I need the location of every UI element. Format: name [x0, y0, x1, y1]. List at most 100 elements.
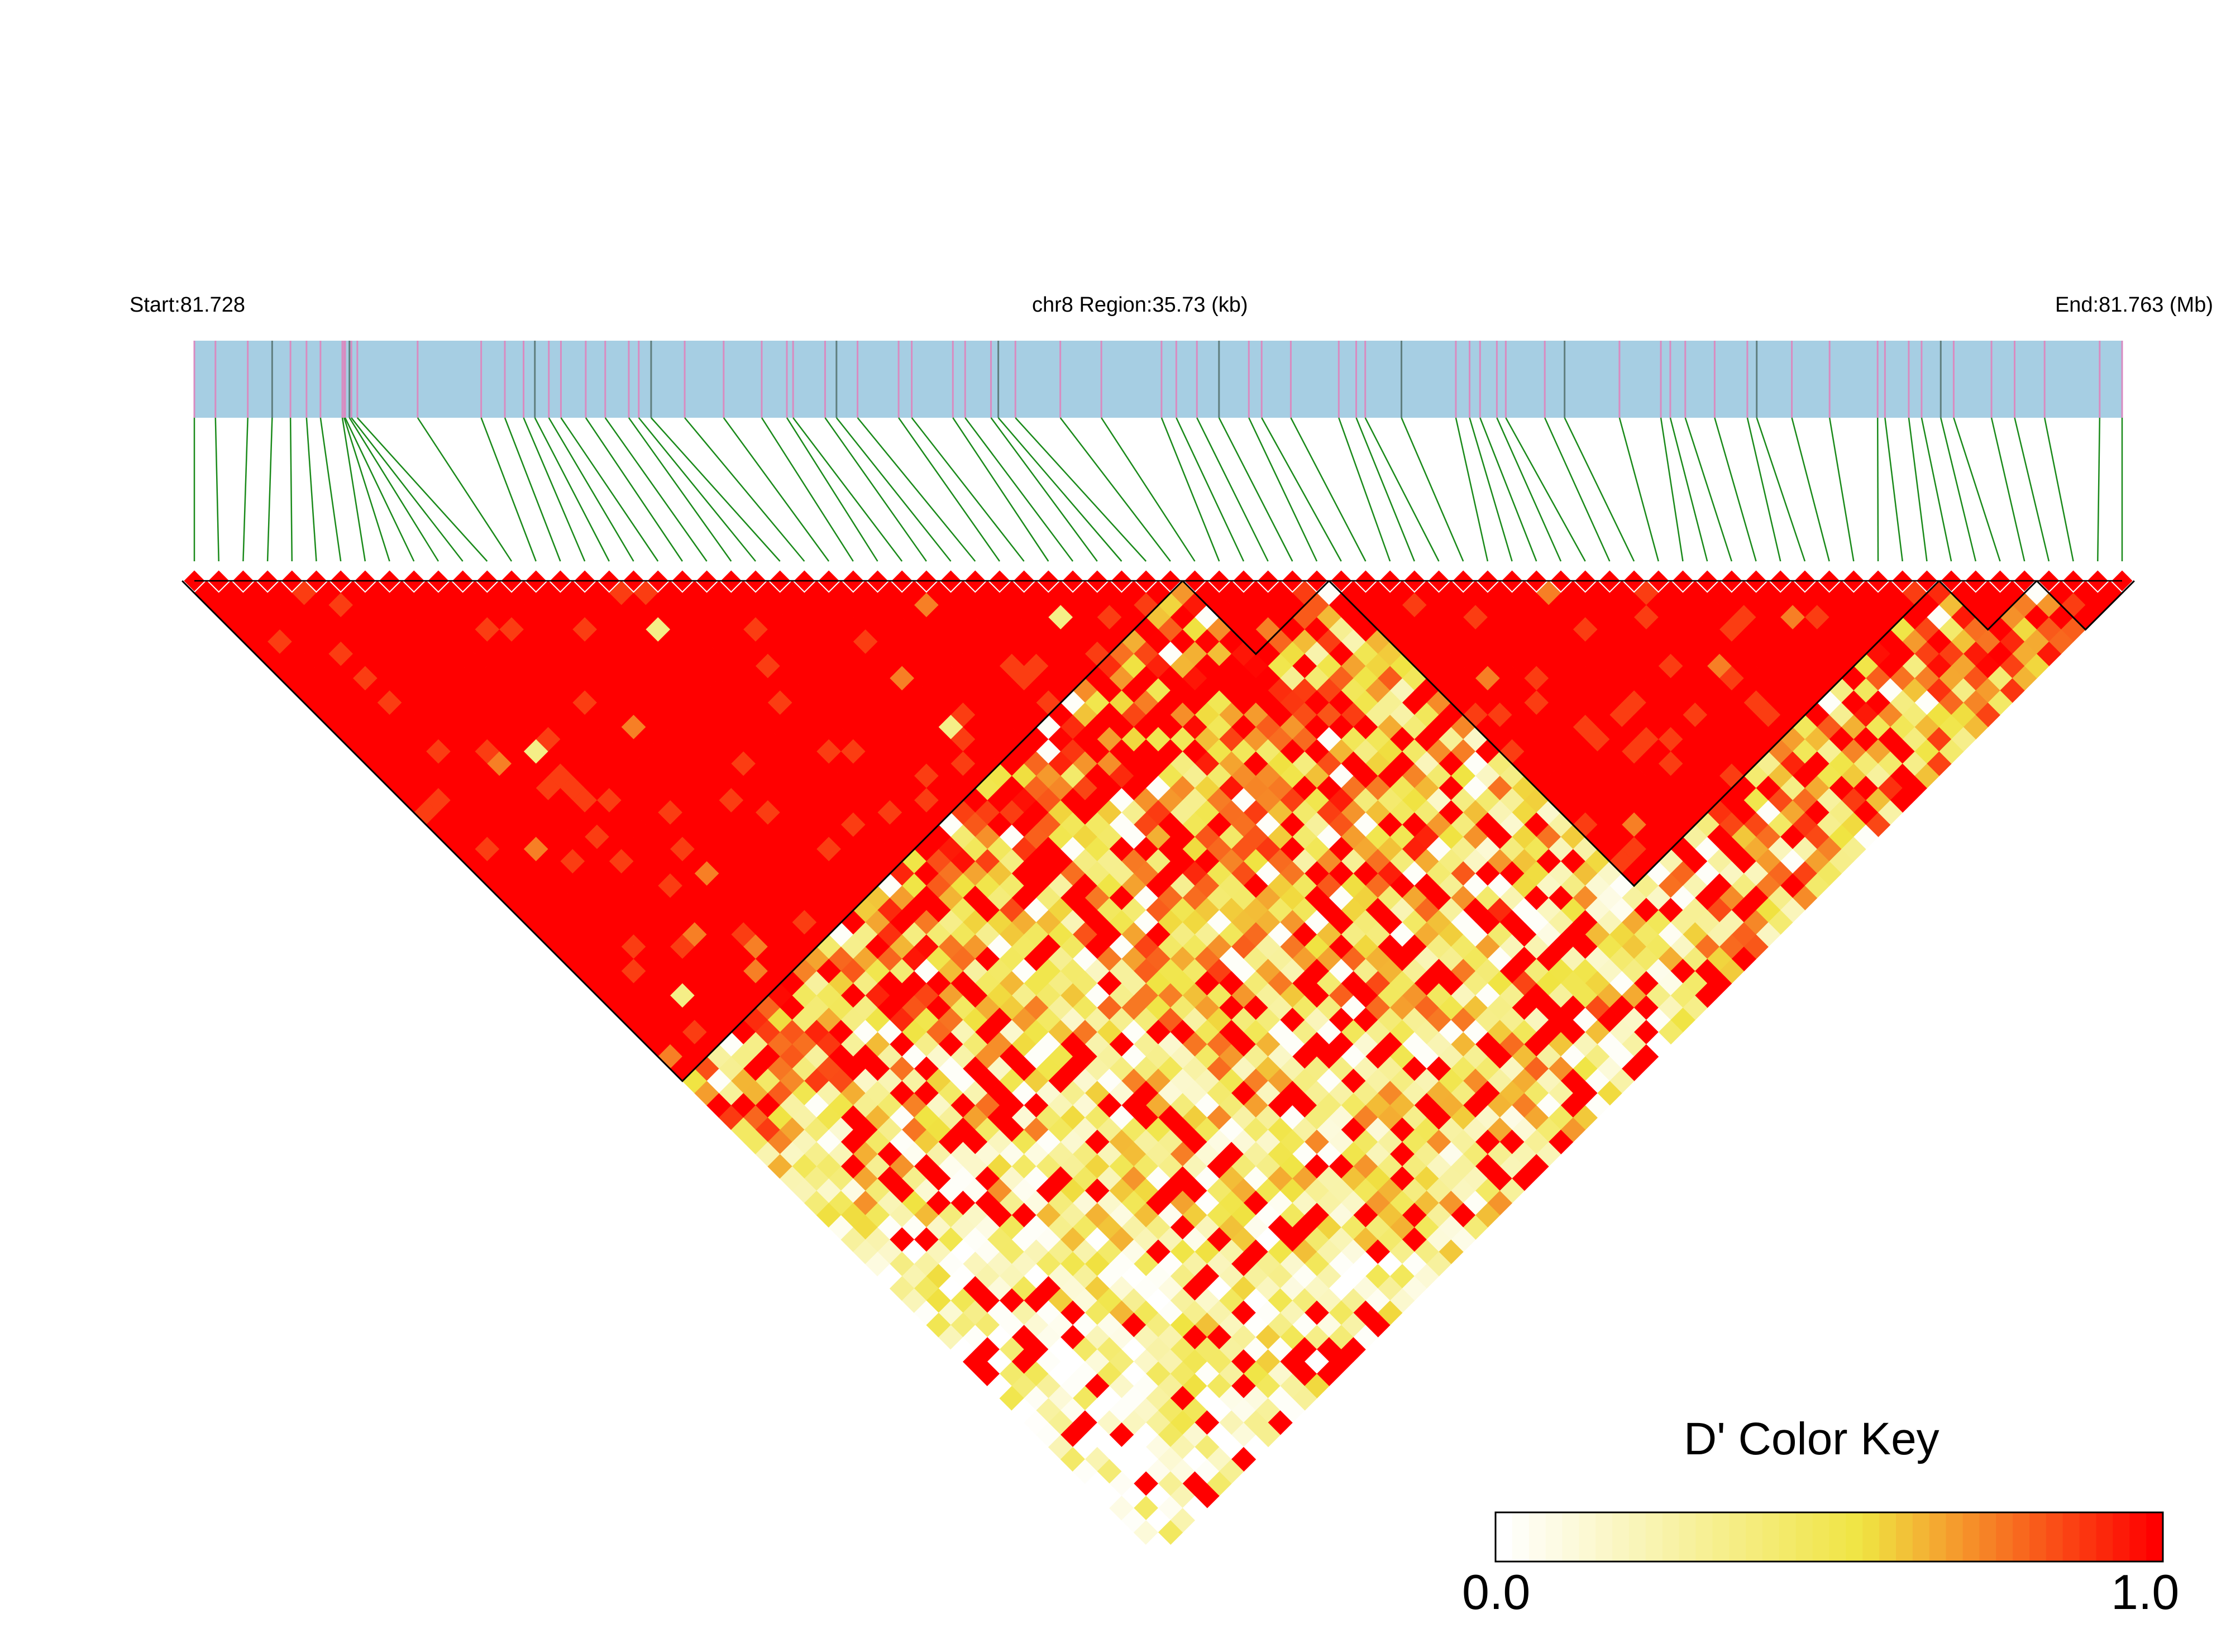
color-key-segment	[1912, 1512, 1930, 1562]
snp-connector-line	[1714, 417, 1757, 562]
snp-connector-line	[1364, 417, 1440, 562]
snp-connector-line	[1921, 417, 1952, 562]
snp-connector-line	[824, 417, 927, 562]
snp-connector-line	[997, 417, 1122, 562]
color-key-segment	[2129, 1512, 2147, 1562]
color-key-max-label: 1.0	[2111, 1564, 2180, 1620]
snp-connector-line	[1455, 417, 1489, 562]
snp-connector-line	[1746, 417, 1781, 562]
color-key-segment	[1962, 1512, 1980, 1562]
snp-connector-line	[2014, 417, 2050, 562]
color-key-segment	[1512, 1512, 1530, 1562]
color-key-segment	[1629, 1512, 1646, 1562]
snp-connector-line	[723, 417, 830, 562]
ld-block-outline	[1328, 580, 1940, 887]
color-key-segment	[1662, 1512, 1680, 1562]
region-start-label: Start:81.728	[130, 293, 246, 317]
color-key-segment	[1896, 1512, 1913, 1562]
snp-connector-line	[1290, 417, 1367, 562]
snp-connector-line	[684, 417, 805, 562]
snp-connector-line	[417, 417, 513, 562]
snp-connector-line	[1756, 417, 1806, 562]
color-key-border	[1494, 1511, 2164, 1563]
snp-connector-line	[348, 417, 439, 562]
color-key-segment	[1812, 1512, 1830, 1562]
snp-connector-line	[1884, 417, 1903, 562]
ld-cell	[1145, 1532, 1171, 1558]
snp-connector-line	[964, 417, 1074, 562]
color-key-segment	[2113, 1512, 2130, 1562]
snp-connector-line	[792, 417, 903, 562]
color-key-segment	[1579, 1512, 1597, 1562]
snp-connector-line	[1828, 417, 1855, 562]
color-key-segment	[1779, 1512, 1797, 1562]
color-key-segment	[1695, 1512, 1713, 1562]
snp-connector-line	[761, 417, 854, 562]
snp-connector-line	[1496, 417, 1562, 562]
color-key-segment	[1496, 1512, 1513, 1562]
color-key-title: D' Color Key	[1684, 1414, 1939, 1464]
color-key-segment	[1979, 1512, 1997, 1562]
color-key-segment	[1795, 1512, 1813, 1562]
snp-connector-line	[351, 417, 464, 562]
snp-connector-line	[2097, 417, 2101, 562]
color-key-segment	[2096, 1512, 2114, 1562]
snp-connector-line	[289, 417, 293, 562]
color-key-segment	[1528, 1512, 1546, 1562]
snp-connector-line	[341, 417, 366, 562]
color-key-segment	[2062, 1512, 2080, 1562]
ld-block-outline	[1938, 580, 2038, 631]
color-key-segment	[1729, 1512, 1747, 1562]
snp-connector-line	[1355, 417, 1415, 562]
snp-connector-line	[548, 417, 634, 562]
snp-connector-line	[266, 417, 273, 562]
snp-connector-line	[319, 417, 342, 562]
snp-connector-line	[534, 417, 610, 562]
snp-connector-line	[214, 417, 219, 562]
region-size-label: chr8 Region:35.73 (kb)	[1032, 293, 1248, 317]
color-key-segment	[1746, 1512, 1763, 1562]
color-key-segment	[1762, 1512, 1780, 1562]
snp-connector-line	[1338, 417, 1391, 562]
color-key-segment	[1562, 1512, 1580, 1562]
snp-connector-line	[1261, 417, 1342, 562]
color-key-segment	[1595, 1512, 1613, 1562]
snp-connector-line	[356, 417, 488, 562]
snp-connector-line	[1908, 417, 1928, 562]
color-key-min-label: 0.0	[1462, 1564, 1531, 1620]
snp-connector-line	[242, 417, 249, 562]
snp-connector-line	[1505, 417, 1586, 562]
color-key-segment	[1829, 1512, 1847, 1562]
snp-connector-line	[1248, 417, 1318, 562]
color-key-segment	[1996, 1512, 2014, 1562]
color-key-segment	[1946, 1512, 1964, 1562]
snp-connector-line	[786, 417, 878, 562]
color-key-segment	[2146, 1512, 2163, 1562]
snp-connector-line	[1015, 417, 1147, 562]
snp-connector-line	[604, 417, 708, 562]
snp-connector-line	[1618, 417, 1659, 562]
snp-connector-line	[305, 417, 317, 562]
snp-connector-line	[1953, 417, 2001, 562]
snp-connector-line	[1564, 417, 1635, 562]
snp-connector-line	[990, 417, 1098, 562]
ld-block-outline	[2036, 580, 2135, 631]
color-key-segment	[2046, 1512, 2063, 1562]
snp-connector-line	[1218, 417, 1293, 562]
snp-connector-line	[1660, 417, 1684, 562]
snp-connector-line	[1401, 417, 1464, 562]
color-key-segment	[1712, 1512, 1730, 1562]
snp-connector-line	[952, 417, 1049, 562]
snp-connector-line	[1544, 417, 1611, 562]
snp-connector-line	[628, 417, 732, 562]
ld-block-outline	[181, 580, 1183, 1082]
color-key-segment	[1862, 1512, 1880, 1562]
snp-connector-line	[2043, 417, 2074, 562]
color-key-segment	[1645, 1512, 1663, 1562]
snp-connector-line	[1176, 417, 1245, 562]
region-end-label: End:81.763 (Mb)	[2055, 293, 2213, 317]
snp-connector-line	[1669, 417, 1708, 562]
color-key-segment	[2029, 1512, 2047, 1562]
snp-connector-line	[1101, 417, 1196, 562]
